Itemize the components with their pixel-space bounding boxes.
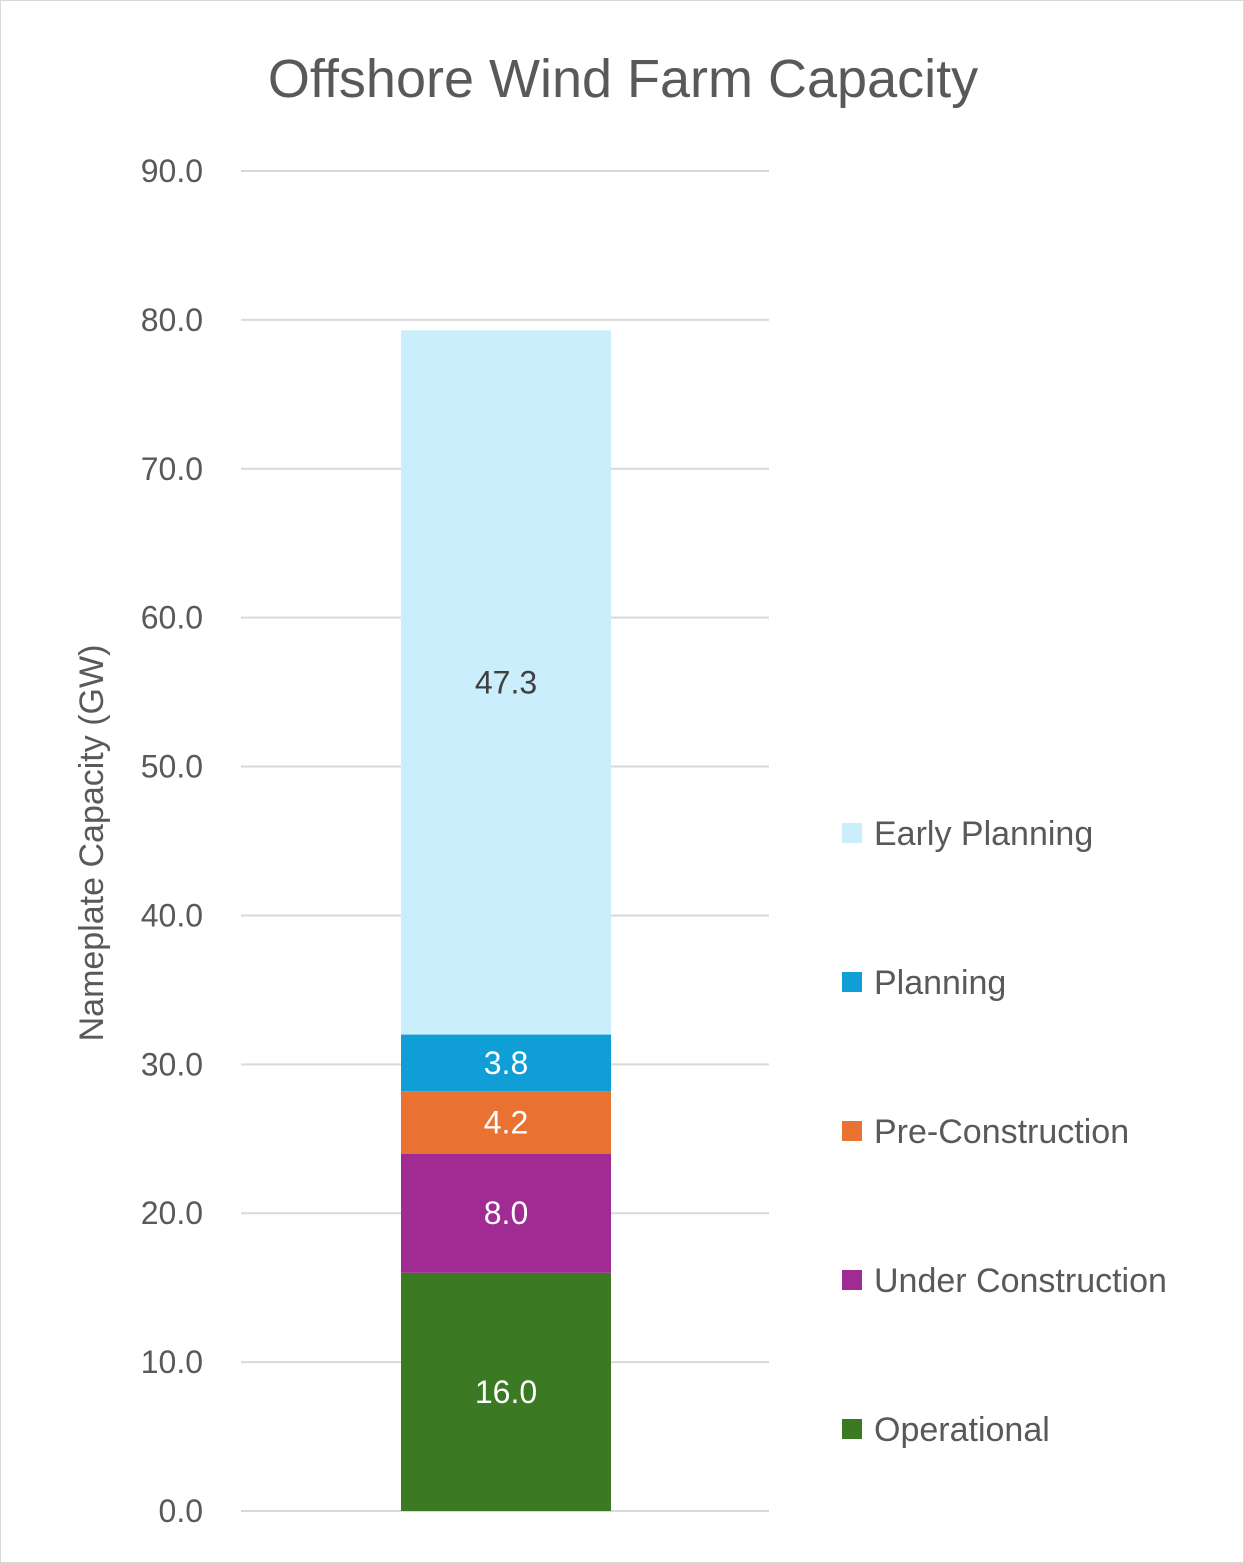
data-label: 8.0 <box>484 1195 528 1231</box>
legend-label: Under Construction <box>874 1262 1167 1300</box>
legend-swatch <box>842 972 862 992</box>
bar-segment <box>401 1091 611 1154</box>
data-label: 4.2 <box>484 1104 528 1140</box>
y-tick-label: 50.0 <box>141 749 203 785</box>
legend-swatch <box>842 1270 862 1290</box>
legend-swatch <box>842 1419 862 1439</box>
legend-label: Operational <box>874 1411 1050 1449</box>
bar-segment <box>401 1153 611 1273</box>
y-tick-label: 30.0 <box>141 1046 203 1082</box>
data-label: 16.0 <box>475 1374 537 1410</box>
chart-title: Offshore Wind Farm Capacity <box>268 49 978 109</box>
y-tick-label: 90.0 <box>141 153 203 189</box>
legend-swatch <box>842 823 862 843</box>
data-label: 3.8 <box>484 1045 528 1081</box>
y-axis-ticks: 0.0 10.0 20.0 30.0 40.0 50.0 60.0 70.0 80.0 90.0 <box>141 153 203 1529</box>
legend-label: Early Planning <box>874 815 1093 853</box>
bar-segment <box>401 1034 611 1092</box>
y-tick-label: 0.0 <box>159 1493 203 1529</box>
legend-swatch <box>842 1121 862 1141</box>
y-tick-label: 40.0 <box>141 897 203 933</box>
legend-label: Pre-Construction <box>874 1113 1129 1151</box>
y-axis-label: Nameplate Capacity (GW) <box>73 645 111 1042</box>
data-label: 47.3 <box>475 664 537 700</box>
legend: Early Planning Planning Pre-Construction Un… <box>842 815 1167 1449</box>
bar-segment <box>401 330 611 1035</box>
bar-segments <box>401 330 611 1511</box>
data-labels: 16.0 8.0 4.2 3.8 47.3 <box>475 664 537 1409</box>
y-tick-label: 80.0 <box>141 302 203 338</box>
bar-segment <box>401 1272 611 1511</box>
y-tick-label: 60.0 <box>141 600 203 636</box>
y-tick-label: 10.0 <box>141 1344 203 1380</box>
y-tick-label: 20.0 <box>141 1195 203 1231</box>
y-tick-label: 70.0 <box>141 451 203 487</box>
legend-label: Planning <box>874 964 1006 1002</box>
